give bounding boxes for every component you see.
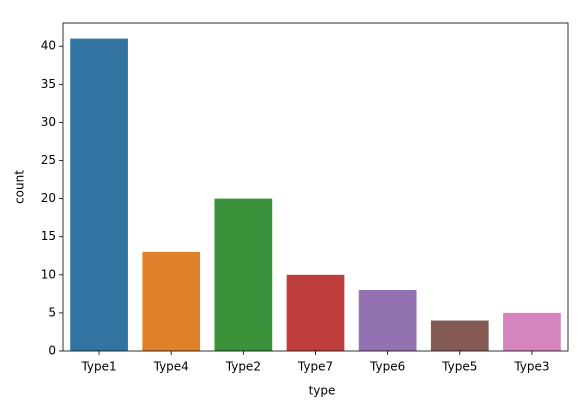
x-tick-label: Type5	[441, 360, 477, 374]
y-tick-label: 10	[41, 267, 56, 281]
bar	[142, 251, 201, 351]
y-tick-label: 25	[41, 153, 56, 167]
x-axis-label: type	[309, 384, 336, 398]
plot-frame	[62, 22, 569, 352]
x-tick-label: Type1	[80, 360, 116, 374]
bar	[503, 312, 561, 351]
y-tick-label: 0	[48, 344, 56, 358]
x-tick-label: Type7	[297, 360, 333, 374]
y-tick-label: 30	[41, 115, 56, 129]
x-tick-label: Type2	[225, 360, 261, 374]
bar	[358, 290, 417, 351]
x-tick-label: Type3	[513, 360, 549, 374]
y-axis-label: count	[13, 170, 27, 204]
bar	[286, 274, 345, 351]
y-tick-label: 5	[48, 305, 56, 319]
x-tick-label: Type6	[369, 360, 405, 374]
bar	[214, 198, 273, 351]
bar	[430, 320, 489, 351]
y-tick-label: 40	[41, 39, 56, 53]
y-tick-label: 35	[41, 77, 56, 91]
bar	[70, 38, 128, 351]
y-tick-label: 20	[41, 191, 56, 205]
x-tick-label: Type4	[153, 360, 189, 374]
y-tick-label: 15	[41, 229, 56, 243]
